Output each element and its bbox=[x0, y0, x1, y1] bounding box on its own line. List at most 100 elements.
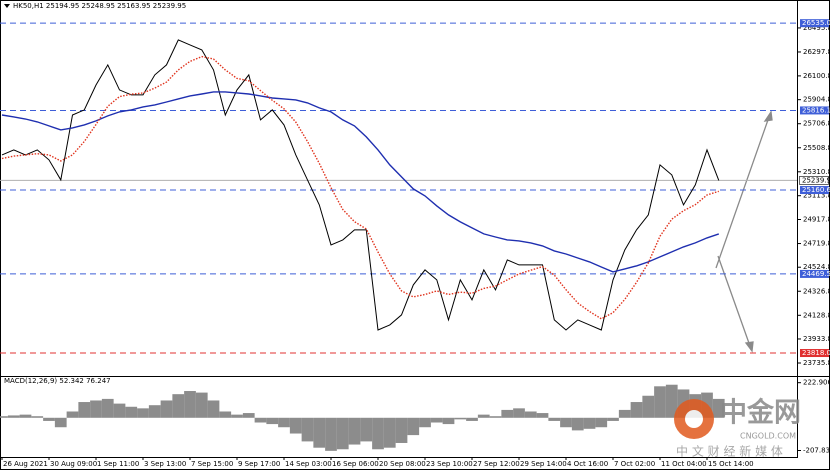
histogram-bar bbox=[266, 417, 279, 425]
chart-title: HK50,H1 25194.95 25248.95 25163.95 25239… bbox=[13, 2, 186, 10]
histogram-bar bbox=[513, 408, 525, 418]
histogram-bar bbox=[654, 386, 666, 418]
level-box bbox=[800, 349, 829, 358]
x-tick-label: 11 Oct 04:00 bbox=[661, 460, 707, 468]
histogram-bar bbox=[172, 394, 185, 418]
histogram-bar bbox=[301, 417, 314, 442]
last-price-box bbox=[799, 176, 829, 185]
histogram-bar bbox=[618, 409, 631, 418]
y-tick-label: 23735.80 bbox=[803, 359, 830, 367]
histogram-bar bbox=[19, 414, 32, 418]
x-tick-label: 14 Sep 03:00 bbox=[285, 460, 332, 468]
x-tick-label: 7 Sep 15:00 bbox=[191, 460, 233, 468]
y-tick-label: 222.906 bbox=[803, 379, 830, 387]
histogram-bar bbox=[548, 417, 561, 421]
arrow-head bbox=[744, 341, 754, 353]
x-tick-label: 4 Oct 16:00 bbox=[567, 460, 608, 468]
histogram-bar bbox=[219, 411, 232, 418]
menu-triangle bbox=[4, 4, 10, 8]
y-tick-label: 26100.80 bbox=[803, 72, 830, 80]
x-tick-label: 30 Aug 09:00 bbox=[50, 460, 97, 468]
histogram-bar bbox=[583, 417, 596, 429]
x-tick-label: 20 Sep 08:00 bbox=[379, 460, 426, 468]
logo-inner bbox=[685, 410, 703, 428]
x-tick-label: 23 Sep 10:00 bbox=[426, 460, 473, 468]
y-tick-label: 25706.80 bbox=[803, 120, 830, 128]
y-tick-label: 26495.80 bbox=[803, 24, 830, 32]
histogram-bar bbox=[442, 417, 455, 425]
histogram-bar bbox=[184, 391, 196, 418]
histogram-bar bbox=[7, 415, 20, 418]
histogram-bar bbox=[54, 417, 67, 428]
histogram-bar bbox=[0, 416, 8, 418]
y-tick-label: 24326.80 bbox=[803, 287, 830, 295]
histogram-bar bbox=[560, 417, 572, 428]
level-box bbox=[800, 269, 829, 278]
histogram-bar bbox=[712, 398, 725, 418]
histogram-bar bbox=[642, 395, 655, 418]
level-box bbox=[800, 106, 829, 115]
y-tick-label: 25113.80 bbox=[803, 192, 830, 200]
histogram-bar bbox=[78, 402, 91, 418]
level-label: 23818.00 bbox=[802, 349, 830, 357]
series-line bbox=[1, 39, 720, 331]
watermark-slogan: 中 文 财 经 新 媒 体 bbox=[676, 444, 783, 459]
histogram-bar bbox=[195, 392, 208, 418]
histogram-bar bbox=[454, 417, 467, 420]
histogram-bar bbox=[66, 411, 79, 418]
histogram-bar bbox=[348, 417, 361, 445]
histogram-bar bbox=[383, 417, 396, 448]
histogram-bar bbox=[113, 403, 126, 418]
histogram-bar bbox=[31, 416, 44, 418]
histogram-bar bbox=[536, 413, 549, 418]
histogram-bar bbox=[501, 409, 514, 418]
histogram-bar bbox=[419, 417, 431, 428]
arrow-up bbox=[715, 116, 770, 269]
histogram-bar bbox=[254, 417, 267, 423]
arrow-down bbox=[717, 255, 751, 347]
histogram-bar bbox=[607, 417, 619, 421]
series-line bbox=[1, 55, 720, 320]
histogram-bar bbox=[313, 417, 326, 448]
watermark-site: CNGOLD.COM bbox=[740, 432, 796, 441]
histogram-bar bbox=[90, 400, 102, 418]
x-tick-label: 29 Sep 14:00 bbox=[520, 460, 567, 468]
x-tick-label: 1 Sep 11:00 bbox=[97, 460, 139, 468]
histogram-bar bbox=[630, 402, 643, 418]
histogram-bar bbox=[524, 411, 537, 418]
y-tick-label: 26297.80 bbox=[803, 48, 830, 56]
indicator-title: MACD(12,26,9) 52.342 76.247 bbox=[4, 377, 111, 385]
y-tick-label: 24128.80 bbox=[803, 311, 830, 319]
x-tick-label: 3 Sep 13:00 bbox=[144, 460, 186, 468]
x-tick-label: 16 Sep 06:00 bbox=[332, 460, 379, 468]
level-label: 25160.63 bbox=[802, 186, 830, 194]
histogram-bar bbox=[325, 417, 337, 451]
y-tick-label: 24719.80 bbox=[803, 240, 830, 248]
y-tick-label: 23933.80 bbox=[803, 335, 830, 343]
histogram-bar bbox=[278, 417, 290, 428]
y-tick-label: 24524.80 bbox=[803, 263, 830, 271]
histogram-bar bbox=[242, 413, 255, 418]
watermark-logo: 中金网 bbox=[720, 397, 801, 429]
histogram-bar bbox=[289, 417, 302, 434]
x-tick-label: 27 Sep 12:00 bbox=[473, 460, 520, 468]
level-label: 25816.19 bbox=[802, 106, 830, 114]
level-box bbox=[800, 186, 829, 195]
histogram-bar bbox=[571, 417, 584, 431]
histogram-bar bbox=[477, 414, 490, 418]
level-box bbox=[800, 19, 829, 28]
x-tick-label: 15 Oct 14:00 bbox=[708, 460, 754, 468]
x-tick-label: 9 Sep 17:00 bbox=[238, 460, 280, 468]
histogram-bar bbox=[595, 417, 608, 428]
y-tick-label: 25508.80 bbox=[803, 144, 830, 152]
y-tick-label: -207.835 bbox=[803, 447, 830, 455]
histogram-bar bbox=[125, 406, 138, 418]
histogram-bar bbox=[160, 400, 173, 418]
histogram-bar bbox=[665, 384, 678, 418]
y-tick-label: 25904.80 bbox=[803, 96, 830, 104]
level-label: 26535.00 bbox=[802, 19, 830, 27]
histogram-bar bbox=[372, 417, 384, 450]
